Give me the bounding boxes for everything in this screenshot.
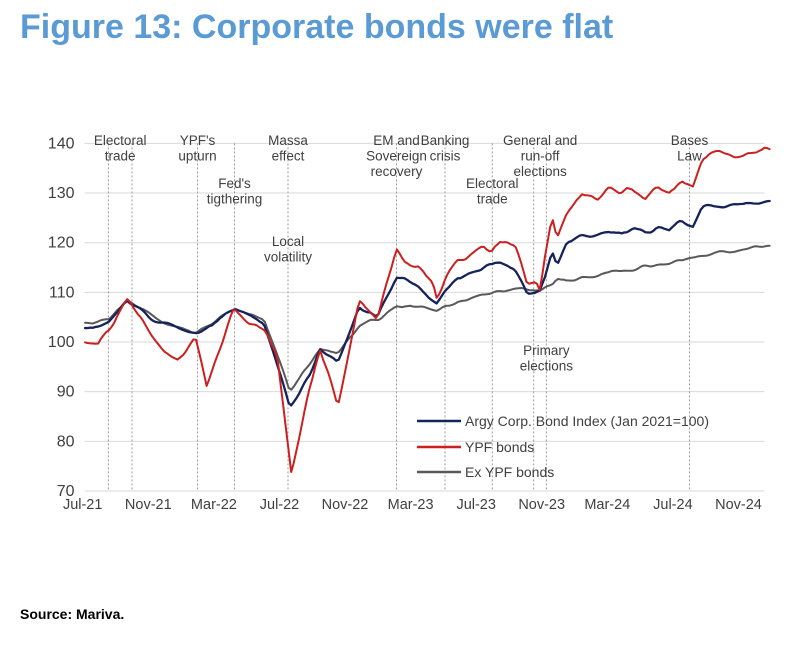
svg-text:Argy Corp. Bond Index (Jan 202: Argy Corp. Bond Index (Jan 2021=100) bbox=[465, 413, 709, 429]
svg-text:140: 140 bbox=[48, 135, 75, 152]
svg-text:120: 120 bbox=[48, 235, 75, 252]
svg-text:Banking: Banking bbox=[421, 133, 470, 148]
svg-text:volatility: volatility bbox=[264, 250, 312, 265]
svg-text:recovery: recovery bbox=[371, 164, 423, 179]
svg-text:Nov-24: Nov-24 bbox=[715, 497, 762, 513]
svg-text:tigthering: tigthering bbox=[207, 192, 263, 207]
svg-text:upturn: upturn bbox=[178, 149, 216, 164]
svg-text:Ex YPF bonds: Ex YPF bonds bbox=[465, 464, 554, 480]
svg-text:elections: elections bbox=[513, 164, 567, 179]
svg-text:effect: effect bbox=[272, 149, 305, 164]
svg-text:Bases: Bases bbox=[671, 133, 709, 148]
svg-text:Sovereign: Sovereign bbox=[366, 149, 427, 164]
svg-text:80: 80 bbox=[57, 433, 75, 450]
svg-text:Jul-24: Jul-24 bbox=[653, 497, 693, 513]
svg-text:Massa: Massa bbox=[268, 133, 308, 148]
svg-text:Mar-23: Mar-23 bbox=[388, 497, 434, 513]
svg-text:100: 100 bbox=[48, 334, 75, 351]
svg-text:run-off: run-off bbox=[521, 149, 560, 164]
svg-text:elections: elections bbox=[520, 359, 574, 374]
svg-text:90: 90 bbox=[57, 384, 75, 401]
svg-text:Local: Local bbox=[272, 234, 304, 249]
svg-text:trade: trade bbox=[477, 192, 508, 207]
svg-text:crisis: crisis bbox=[430, 149, 461, 164]
svg-text:Law: Law bbox=[677, 149, 702, 164]
svg-text:Nov-23: Nov-23 bbox=[518, 497, 565, 513]
svg-text:EM and: EM and bbox=[373, 133, 420, 148]
svg-text:Nov-22: Nov-22 bbox=[322, 497, 369, 513]
svg-text:110: 110 bbox=[49, 284, 75, 301]
svg-text:Mar-22: Mar-22 bbox=[191, 497, 237, 513]
svg-text:Primary: Primary bbox=[523, 343, 570, 358]
svg-text:130: 130 bbox=[48, 185, 75, 202]
svg-text:YPF bonds: YPF bonds bbox=[465, 439, 534, 455]
svg-text:Electoral: Electoral bbox=[466, 176, 519, 191]
svg-text:Jul-22: Jul-22 bbox=[260, 497, 300, 513]
svg-text:YPF's: YPF's bbox=[180, 133, 216, 148]
svg-text:Mar-24: Mar-24 bbox=[584, 497, 630, 513]
svg-text:Fed's: Fed's bbox=[218, 176, 251, 191]
svg-text:Jul-21: Jul-21 bbox=[63, 497, 103, 513]
svg-text:Nov-21: Nov-21 bbox=[125, 497, 172, 513]
svg-text:Electoral: Electoral bbox=[94, 133, 147, 148]
svg-text:General and: General and bbox=[503, 133, 577, 148]
svg-text:trade: trade bbox=[105, 149, 136, 164]
svg-text:Jul-23: Jul-23 bbox=[456, 497, 496, 513]
